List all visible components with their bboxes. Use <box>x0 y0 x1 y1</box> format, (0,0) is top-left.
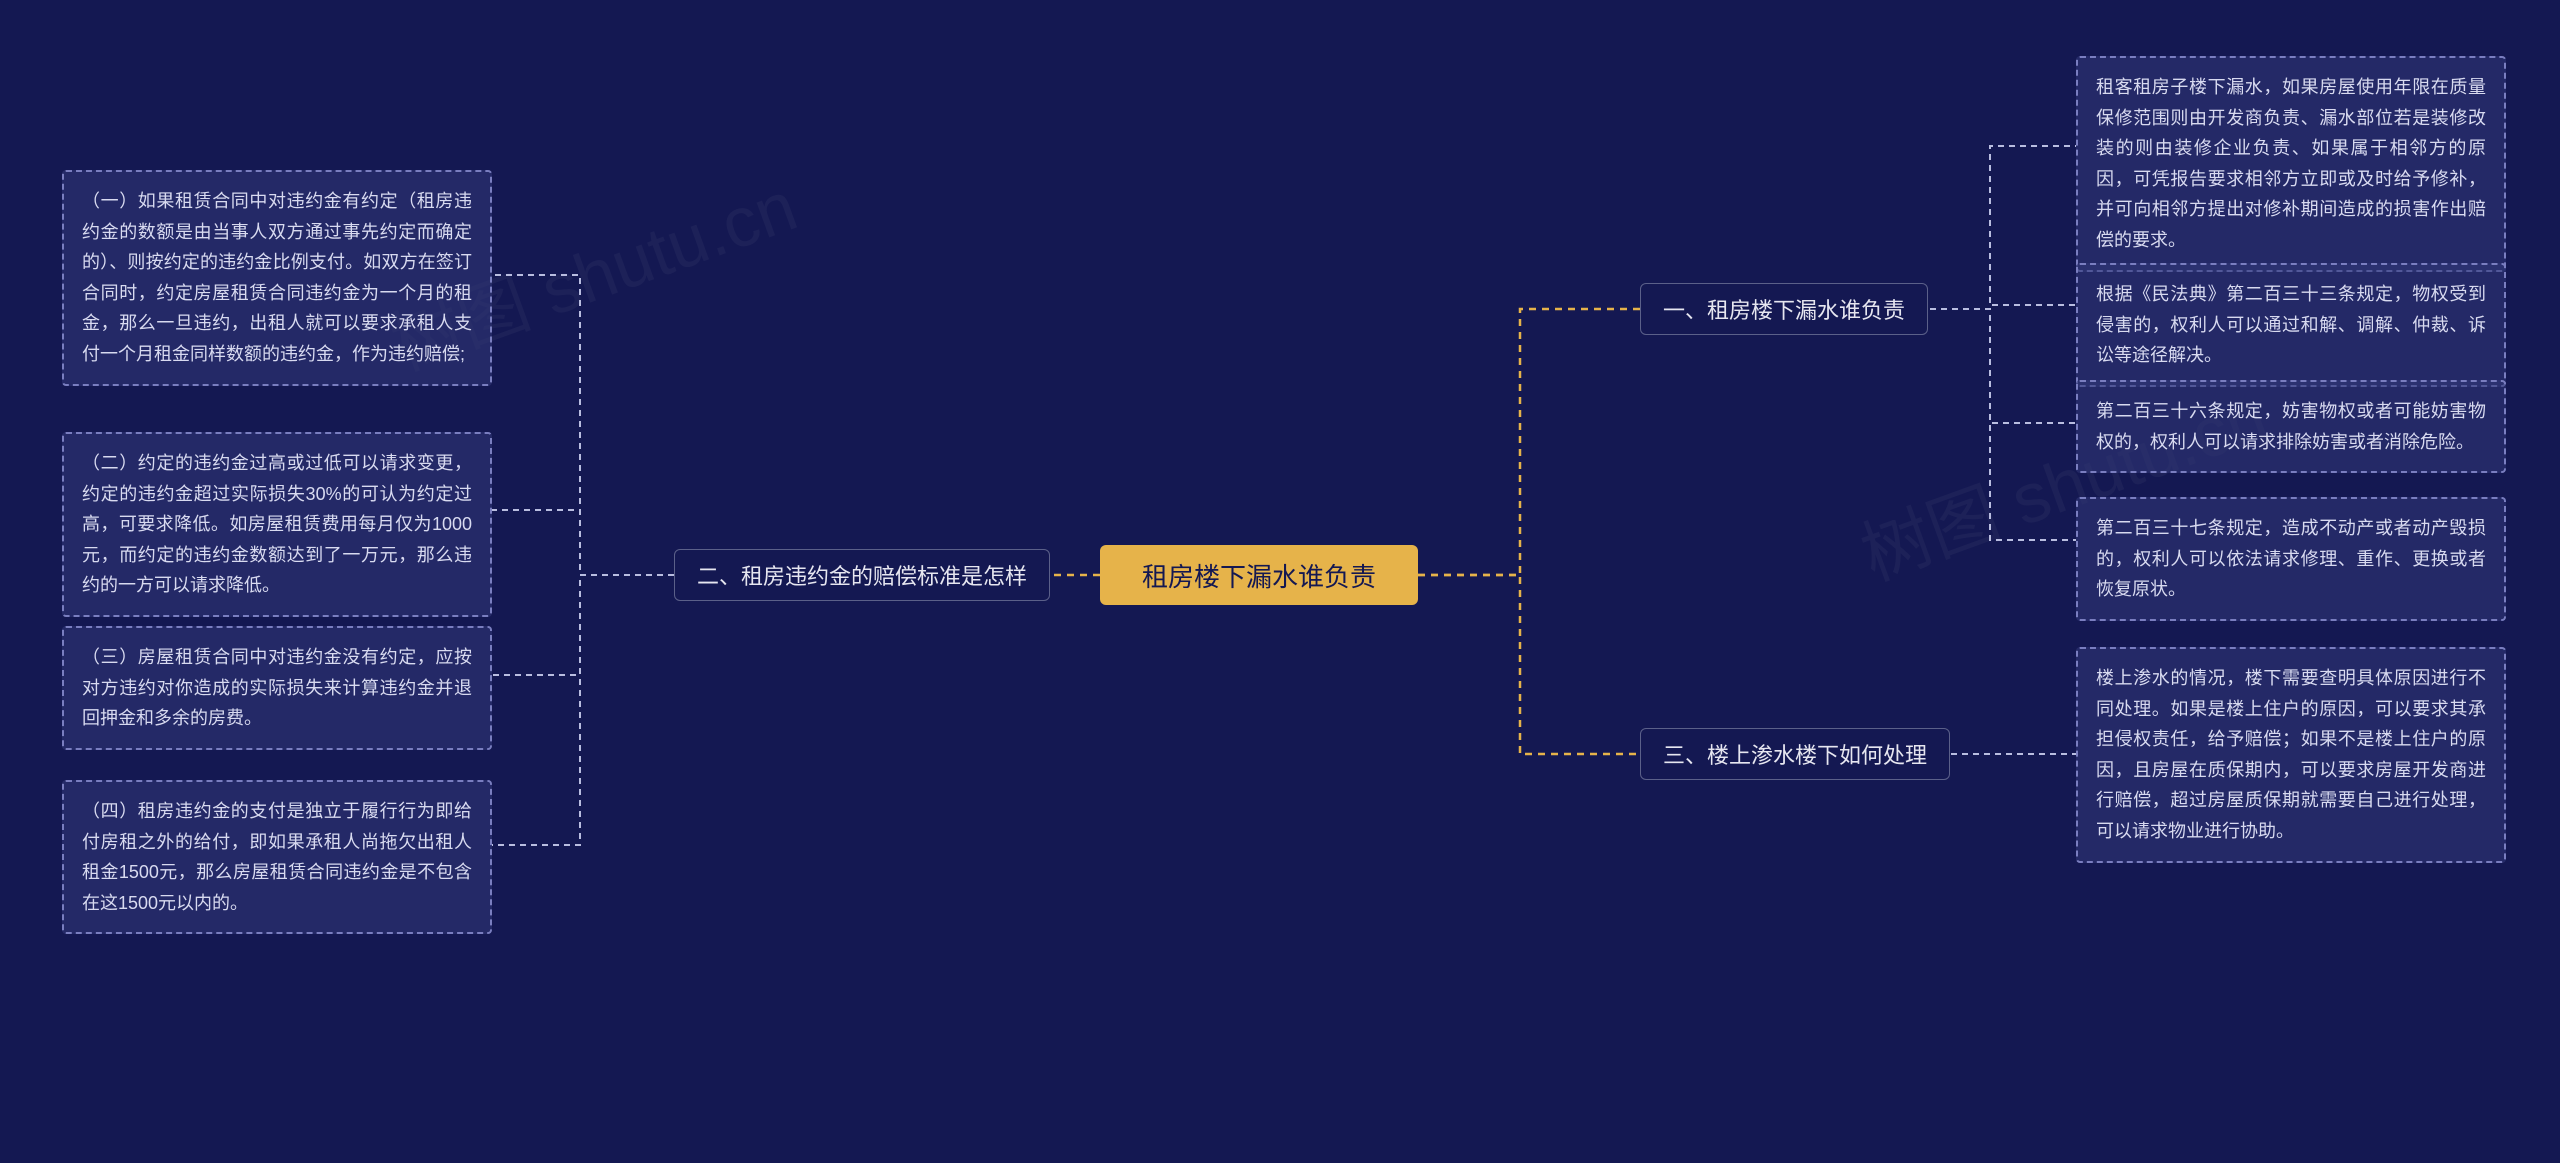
leaf-node[interactable]: （三）房屋租赁合同中对违约金没有约定，应按对方违约对你造成的实际损失来计算违约金… <box>62 626 492 750</box>
leaf-text: 第二百三十七条规定，造成不动产或者动产毁损的，权利人可以依法请求修理、重作、更换… <box>2096 518 2486 599</box>
leaf-text: 楼上渗水的情况，楼下需要查明具体原因进行不同处理。如果是楼上住户的原因，可以要求… <box>2096 668 2486 841</box>
leaf-text: 第二百三十六条规定，妨害物权或者可能妨害物权的，权利人可以请求排除妨害或者消除危… <box>2096 401 2486 452</box>
leaf-text: 根据《民法典》第二百三十三条规定，物权受到侵害的，权利人可以通过和解、调解、仲裁… <box>2096 284 2486 365</box>
leaf-text: （三）房屋租赁合同中对违约金没有约定，应按对方违约对你造成的实际损失来计算违约金… <box>82 647 472 728</box>
branch-node-1[interactable]: 一、租房楼下漏水谁负责 <box>1640 283 1928 335</box>
leaf-node[interactable]: 第二百三十七条规定，造成不动产或者动产毁损的，权利人可以依法请求修理、重作、更换… <box>2076 497 2506 621</box>
leaf-node[interactable]: 第二百三十六条规定，妨害物权或者可能妨害物权的，权利人可以请求排除妨害或者消除危… <box>2076 380 2506 473</box>
leaf-text: 租客租房子楼下漏水，如果房屋使用年限在质量保修范围则由开发商负责、漏水部位若是装… <box>2096 77 2486 250</box>
leaf-node[interactable]: （一）如果租赁合同中对违约金有约定（租房违约金的数额是由当事人双方通过事先约定而… <box>62 170 492 386</box>
branch-label: 一、租房楼下漏水谁负责 <box>1663 293 1905 325</box>
leaf-node[interactable]: （二）约定的违约金过高或过低可以请求变更，约定的违约金超过实际损失30%的可认为… <box>62 432 492 617</box>
branch-label: 三、楼上渗水楼下如何处理 <box>1663 738 1927 770</box>
branch-node-3[interactable]: 三、楼上渗水楼下如何处理 <box>1640 728 1950 780</box>
leaf-node[interactable]: （四）租房违约金的支付是独立于履行行为即给付房租之外的给付，即如果承租人尚拖欠出… <box>62 780 492 934</box>
leaf-node[interactable]: 楼上渗水的情况，楼下需要查明具体原因进行不同处理。如果是楼上住户的原因，可以要求… <box>2076 647 2506 863</box>
leaf-node[interactable]: 根据《民法典》第二百三十三条规定，物权受到侵害的，权利人可以通过和解、调解、仲裁… <box>2076 263 2506 387</box>
branch-node-2[interactable]: 二、租房违约金的赔偿标准是怎样 <box>674 549 1050 601</box>
branch-label: 二、租房违约金的赔偿标准是怎样 <box>697 559 1027 591</box>
leaf-text: （四）租房违约金的支付是独立于履行行为即给付房租之外的给付，即如果承租人尚拖欠出… <box>82 801 472 913</box>
leaf-node[interactable]: 租客租房子楼下漏水，如果房屋使用年限在质量保修范围则由开发商负责、漏水部位若是装… <box>2076 56 2506 272</box>
leaf-text: （一）如果租赁合同中对违约金有约定（租房违约金的数额是由当事人双方通过事先约定而… <box>82 191 472 364</box>
root-label: 租房楼下漏水谁负责 <box>1142 557 1376 594</box>
leaf-text: （二）约定的违约金过高或过低可以请求变更，约定的违约金超过实际损失30%的可认为… <box>82 453 472 595</box>
mindmap-root[interactable]: 租房楼下漏水谁负责 <box>1100 545 1418 605</box>
